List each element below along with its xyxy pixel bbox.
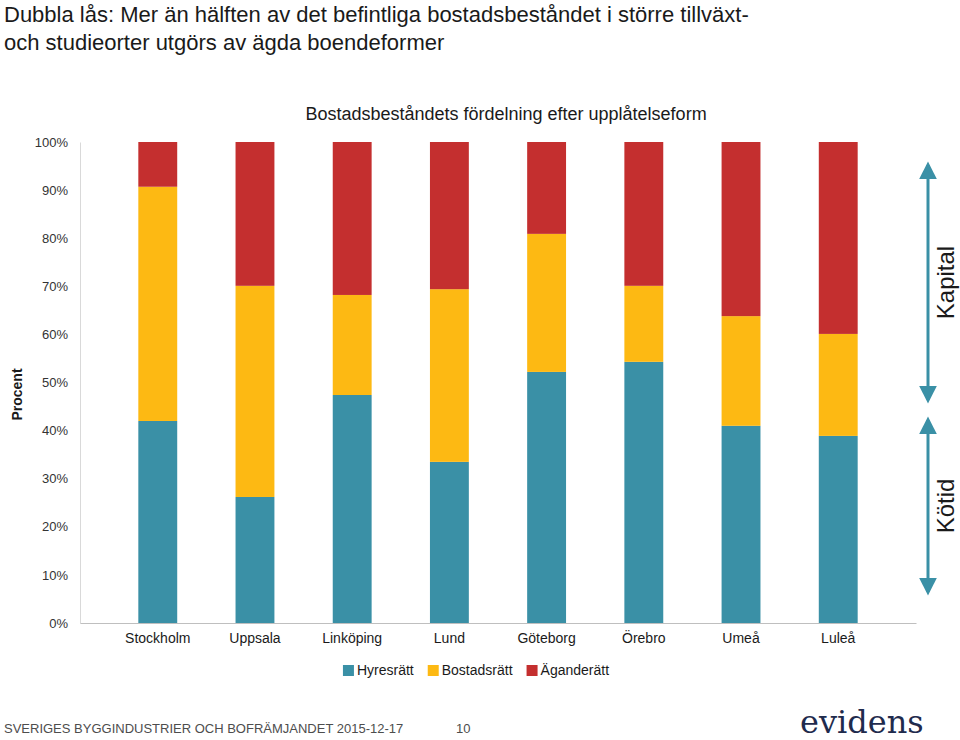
tick-label: Umeå (722, 630, 760, 646)
bar (138, 142, 177, 187)
subtitle: Bostadsbeståndets fördelning efter upplå… (305, 104, 706, 124)
bar (430, 462, 469, 623)
bar (236, 142, 275, 286)
tick: Örebro (622, 623, 666, 646)
x-axis: Stockholm Uppsala Linköping Lund Göteborg Öre… (81, 623, 917, 646)
legend-item: Bostadsrätt (428, 662, 513, 678)
axis-line (81, 623, 917, 624)
tick-label: Stockholm (125, 630, 190, 646)
axis-line (80, 143, 81, 624)
axis-title: Procent (9, 368, 25, 420)
tick: Stockholm (125, 623, 190, 646)
bar (333, 142, 372, 295)
bar (722, 142, 761, 316)
tick-label: Linköping (322, 630, 382, 646)
bars (138, 142, 857, 623)
tick-label: 0% (49, 616, 68, 631)
title: och studieorter utgörs av ägda boendefor… (4, 30, 444, 55)
tick: 60% (42, 327, 80, 342)
bar (527, 142, 566, 234)
bar (819, 436, 858, 623)
tick-label: Luleå (821, 630, 855, 646)
legend-swatch (343, 665, 354, 676)
tick: 50% (42, 375, 80, 390)
tick-label: 20% (42, 519, 68, 534)
bar (624, 142, 663, 286)
tick: 90% (42, 183, 80, 198)
bar (819, 142, 858, 334)
tick: 80% (42, 231, 80, 246)
tick-label: 60% (42, 327, 68, 342)
annotation: Kötid (932, 479, 959, 534)
tick-label: Örebro (622, 629, 666, 646)
title: Dubbla lås: Mer än hälften av det befint… (4, 2, 749, 27)
tick-label: 80% (42, 231, 68, 246)
bar (430, 289, 469, 462)
legend-label: Bostadsrätt (442, 662, 513, 678)
bar (430, 142, 469, 289)
tick: 40% (42, 423, 80, 438)
legend: Hyresrätt Bostadsrätt Äganderätt (343, 662, 609, 678)
tick-label: 30% (42, 471, 68, 486)
tick: 0% (49, 616, 80, 631)
tick-label: 10% (42, 568, 68, 583)
tick: Luleå (821, 623, 855, 646)
tick: Linköping (322, 623, 382, 646)
bar (236, 497, 275, 623)
annotation-arrow (927, 165, 930, 400)
annotation: Kapital (932, 246, 959, 319)
annotations: Kapital Kötid (928, 165, 959, 592)
bar (527, 372, 566, 623)
tick: 70% (42, 279, 80, 294)
bar (722, 316, 761, 426)
tick: 30% (42, 471, 80, 486)
legend-item: Äganderätt (527, 662, 610, 678)
tick: 10% (42, 568, 80, 583)
tick: Göteborg (517, 623, 575, 646)
tick: 20% (42, 519, 80, 534)
bar (333, 395, 372, 623)
bar (138, 187, 177, 421)
tick-label: 50% (42, 375, 68, 390)
bar (624, 362, 663, 623)
legend-swatch (428, 665, 439, 676)
tick-label: 70% (42, 279, 68, 294)
legend-label: Äganderätt (541, 662, 610, 678)
series (138, 142, 857, 334)
bar (624, 286, 663, 362)
tick: Uppsala (229, 623, 281, 646)
tick-label: Uppsala (229, 630, 281, 646)
tick: Umeå (722, 623, 760, 646)
legend-swatch (527, 665, 538, 676)
tick-label: Göteborg (517, 630, 575, 646)
page-number: 10 (456, 721, 470, 736)
footer: SVERIGES BYGGINDUSTRIER OCH BOFRÄMJANDET… (4, 721, 403, 736)
tick: Lund (434, 623, 465, 646)
bar (333, 295, 372, 395)
logo: evidens (800, 703, 924, 740)
legend-label: Hyresrätt (357, 662, 414, 678)
tick-label: Lund (434, 630, 465, 646)
tick: 100% (35, 135, 80, 150)
annotation-arrow (927, 420, 930, 592)
tick-label: 100% (35, 135, 69, 150)
bar (236, 286, 275, 497)
bar (527, 234, 566, 372)
bar (819, 334, 858, 436)
tick-label: 40% (42, 423, 68, 438)
legend-item: Hyresrätt (343, 662, 414, 678)
tick-label: 90% (42, 183, 68, 198)
y-axis: 0% 10% 20% 30% 40% 50% 60% 70% 80% 90% 100% (35, 135, 81, 631)
bar (138, 421, 177, 623)
bar (722, 426, 761, 623)
